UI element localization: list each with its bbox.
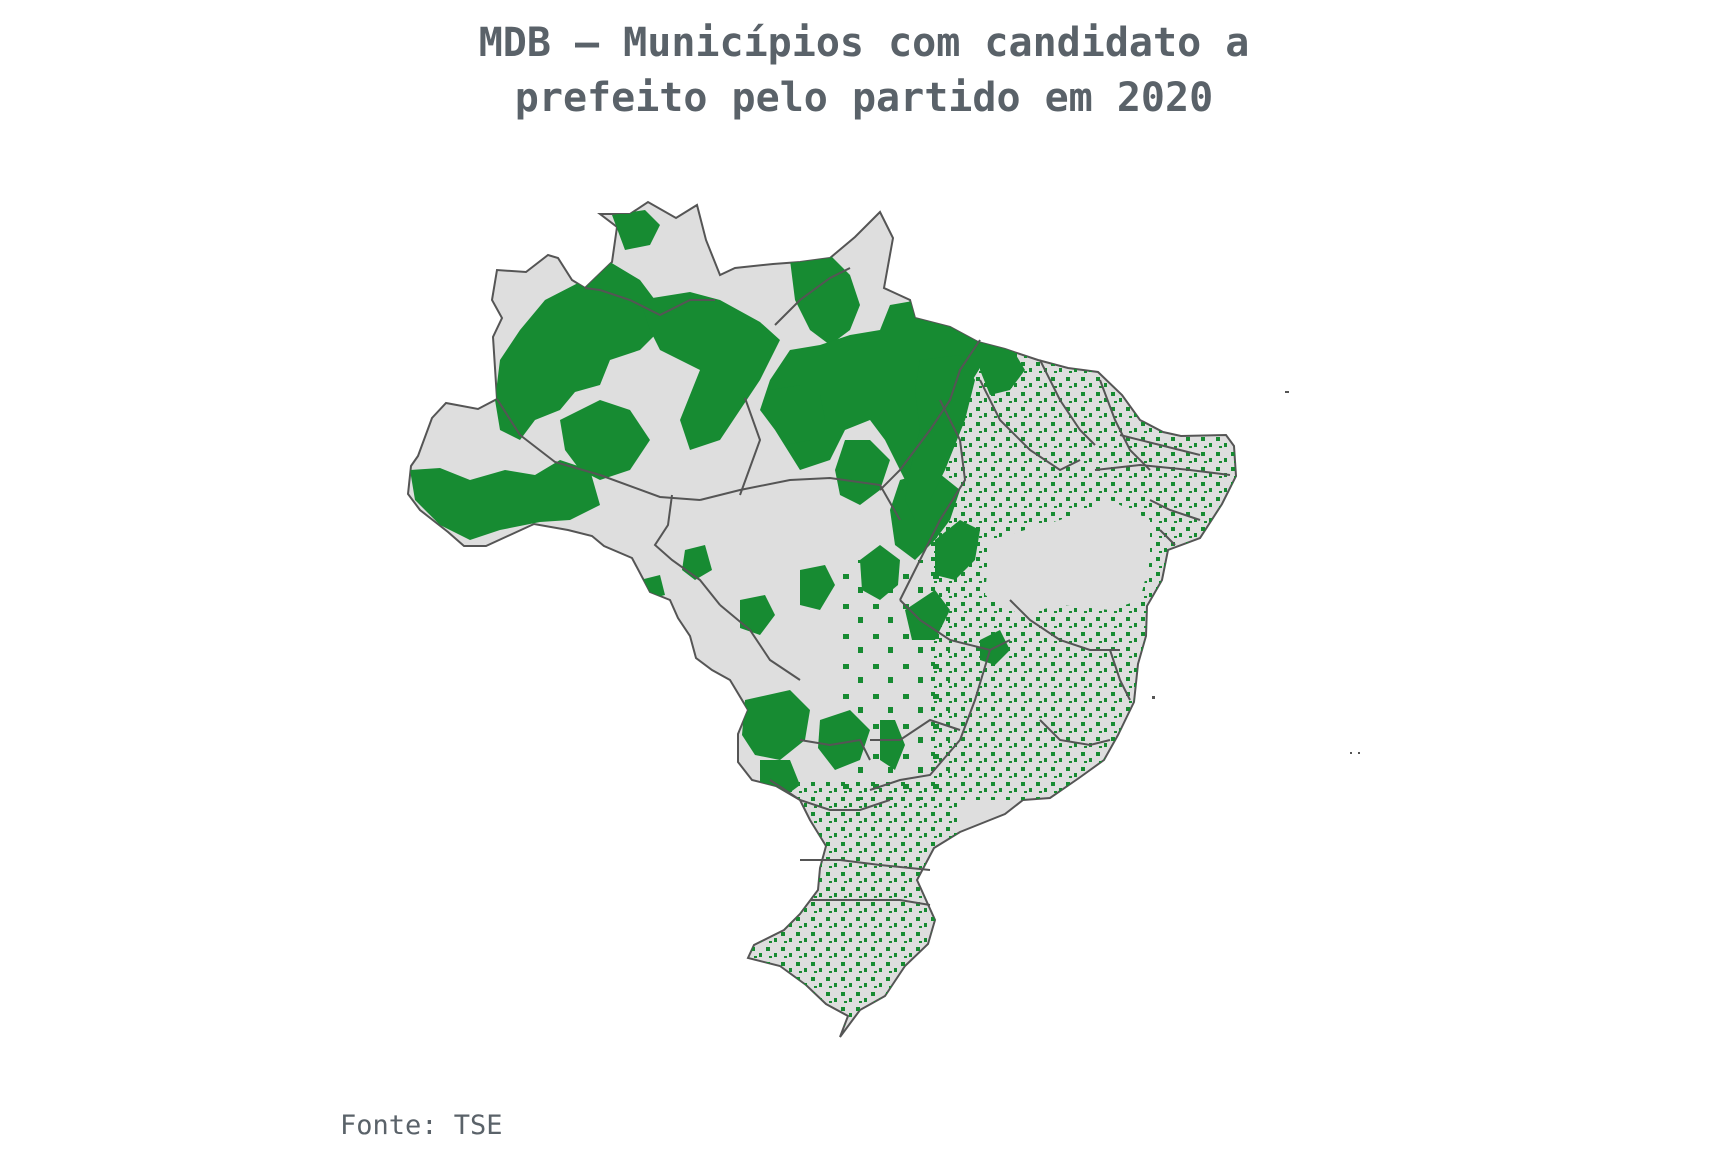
island-trindade-1 — [1350, 752, 1352, 754]
map-title-line-2: prefeito pelo partido em 2020 — [514, 75, 1214, 121]
state-borders — [496, 267, 1231, 906]
south-municipality-pattern — [740, 780, 960, 1037]
island-fernando-de-noronha — [1285, 391, 1289, 393]
source-caption: Fonte: TSE — [340, 1110, 503, 1141]
map-title: MDB – Municípios com candidato a prefeit… — [0, 16, 1728, 126]
bahia-gray-area — [985, 500, 1150, 615]
island-trindade-2 — [1358, 752, 1360, 754]
island-abrolhos — [1152, 696, 1155, 699]
map-title-line-1: MDB – Municípios com candidato a — [478, 20, 1250, 66]
